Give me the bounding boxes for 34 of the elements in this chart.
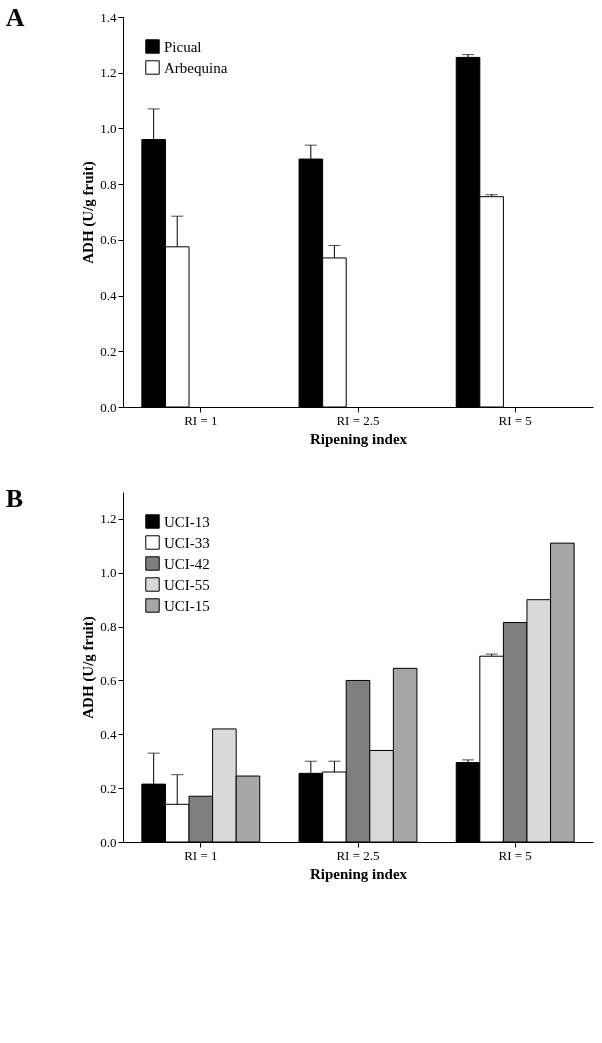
x-tick-label: RI = 5 (498, 412, 532, 428)
x-axis-title: Ripening index (309, 430, 408, 447)
y-tick-label: 0.8 (100, 176, 117, 192)
y-tick-label: 1.2 (100, 511, 117, 527)
y-tick-label: 1.4 (100, 9, 117, 25)
x-tick-label: RI = 5 (498, 847, 532, 863)
chart-title: A (5, 3, 25, 32)
y-tick-label: 1.0 (100, 120, 117, 136)
legend-label: UCI-13 (164, 513, 210, 530)
legend-label: UCI-33 (164, 534, 210, 551)
x-tick-label: RI = 2.5 (336, 412, 380, 428)
legend-label: UCI-55 (164, 576, 210, 593)
y-tick-label: 0.2 (100, 780, 117, 796)
legend-label: UCI-42 (164, 555, 210, 572)
chart-title: B (5, 484, 24, 513)
y-tick-label: 0.8 (100, 619, 117, 635)
x-axis-title: Ripening index (309, 865, 408, 882)
y-tick-label: 0.4 (100, 726, 117, 742)
legend-label: Arbequina (164, 59, 228, 76)
y-axis-title: ADH (U/g fruit) (80, 161, 98, 264)
y-tick-label: 0.6 (100, 672, 117, 688)
y-tick-label: 1.0 (100, 565, 117, 581)
x-tick-label: RI = 1 (184, 412, 218, 428)
y-tick-label: 0.6 (100, 232, 117, 248)
y-tick-label: 0.2 (100, 343, 117, 359)
legend-label: Picual (164, 38, 202, 55)
legend-label: UCI-15 (164, 597, 210, 614)
y-tick-label: 0.0 (100, 399, 117, 415)
y-tick-label: 0.0 (100, 834, 117, 850)
y-tick-label: 1.2 (100, 65, 117, 81)
y-axis-title: ADH (U/g fruit) (80, 616, 98, 719)
y-tick-label: 0.4 (100, 288, 117, 304)
x-tick-label: RI = 2.5 (336, 847, 380, 863)
x-tick-label: RI = 1 (184, 847, 218, 863)
